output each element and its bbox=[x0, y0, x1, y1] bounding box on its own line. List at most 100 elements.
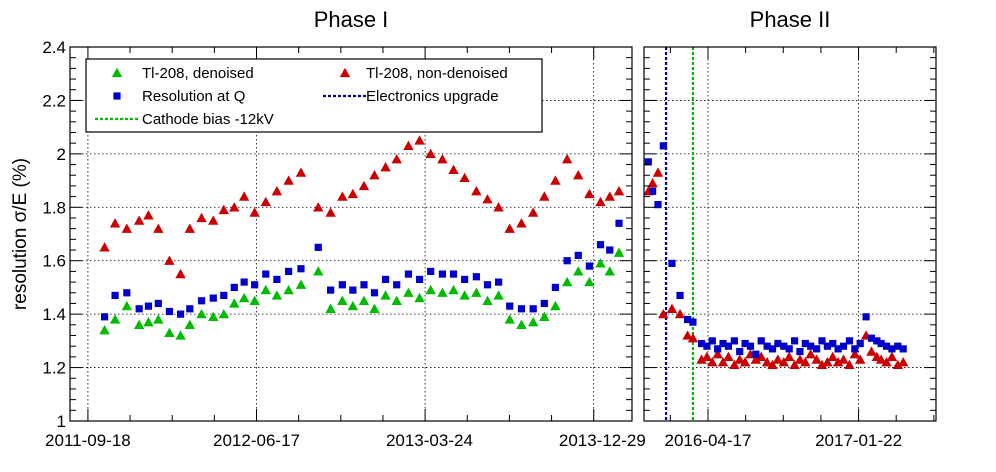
data-point bbox=[881, 357, 892, 367]
data-point bbox=[666, 303, 678, 313]
data-point bbox=[295, 279, 307, 289]
data-point bbox=[613, 186, 625, 196]
data-point bbox=[380, 290, 391, 300]
data-point bbox=[100, 313, 109, 321]
data-point bbox=[495, 278, 503, 286]
data-point bbox=[823, 342, 831, 350]
data-point bbox=[186, 305, 194, 313]
legend-marker bbox=[339, 67, 351, 78]
data-point bbox=[712, 349, 723, 359]
data-point bbox=[674, 308, 686, 319]
data-point bbox=[111, 291, 119, 300]
y-axis-label: resolution σ/E (%) bbox=[10, 158, 31, 310]
data-point bbox=[652, 167, 664, 177]
data-point bbox=[404, 270, 413, 278]
data-point bbox=[109, 218, 121, 228]
data-point bbox=[822, 357, 833, 367]
data-point bbox=[238, 191, 250, 201]
data-point bbox=[800, 357, 811, 367]
data-point bbox=[659, 142, 667, 150]
data-point bbox=[325, 207, 336, 217]
data-point bbox=[816, 359, 828, 370]
data-point bbox=[888, 345, 896, 353]
legend-box bbox=[85, 58, 543, 133]
data-point bbox=[730, 337, 738, 345]
mark-layer bbox=[99, 135, 909, 370]
data-point bbox=[856, 339, 864, 348]
y-tick-label: 1 bbox=[57, 412, 66, 431]
data-point bbox=[516, 218, 527, 228]
data-point bbox=[561, 154, 573, 164]
data-point bbox=[683, 315, 692, 324]
data-point bbox=[839, 342, 848, 350]
data-point bbox=[493, 202, 504, 212]
data-point bbox=[271, 290, 283, 300]
plot-frame bbox=[69, 46, 633, 422]
data-point bbox=[899, 345, 907, 353]
data-point bbox=[99, 242, 110, 252]
data-point bbox=[143, 316, 154, 327]
data-point bbox=[724, 342, 733, 350]
data-point bbox=[604, 191, 615, 201]
data-point bbox=[708, 337, 716, 345]
x-tick-label: 2016-04-17 bbox=[665, 431, 752, 450]
data-point bbox=[459, 290, 470, 300]
data-point bbox=[133, 215, 145, 225]
data-point bbox=[877, 339, 885, 348]
data-point bbox=[696, 354, 707, 364]
data-point bbox=[506, 302, 514, 310]
data-point bbox=[774, 339, 782, 348]
data-point bbox=[403, 140, 414, 151]
data-point bbox=[703, 342, 711, 350]
data-point bbox=[595, 196, 606, 207]
data-point bbox=[796, 347, 804, 356]
data-point bbox=[845, 337, 854, 345]
data-point bbox=[358, 295, 370, 305]
data-point bbox=[229, 202, 240, 212]
data-point bbox=[482, 194, 493, 204]
data-point bbox=[517, 305, 526, 313]
data-point bbox=[176, 310, 185, 318]
data-point bbox=[175, 330, 186, 340]
data-point bbox=[154, 299, 162, 308]
y-tick-label: 2.4 bbox=[42, 38, 66, 57]
data-point bbox=[739, 357, 751, 367]
legend: Tl-208, denoised Tl-208, non-denoised Reso… bbox=[85, 58, 543, 133]
legend-marker bbox=[113, 92, 121, 100]
data-point bbox=[584, 276, 595, 287]
data-point bbox=[472, 273, 480, 281]
data-point bbox=[516, 319, 527, 329]
x-tick-label: 2012-06-17 bbox=[213, 431, 300, 450]
data-point bbox=[892, 359, 904, 370]
data-point bbox=[838, 354, 849, 364]
data-point bbox=[807, 342, 815, 350]
data-point bbox=[427, 267, 435, 275]
data-point bbox=[780, 342, 788, 350]
data-point bbox=[714, 345, 722, 353]
data-point bbox=[184, 319, 196, 329]
data-point bbox=[414, 292, 425, 303]
legend-label: Resolution at Q bbox=[142, 88, 245, 105]
data-point bbox=[461, 275, 469, 284]
data-point bbox=[230, 283, 238, 292]
data-point bbox=[164, 255, 175, 265]
data-point bbox=[527, 316, 539, 327]
data-point bbox=[208, 215, 219, 225]
data-point bbox=[438, 270, 447, 278]
data-point bbox=[750, 354, 762, 364]
y-tick-label: 2.2 bbox=[42, 91, 66, 110]
data-point bbox=[561, 276, 573, 287]
data-point bbox=[197, 297, 206, 305]
data-point bbox=[596, 241, 605, 249]
data-point bbox=[574, 251, 582, 259]
data-point bbox=[734, 354, 745, 364]
data-point bbox=[752, 350, 760, 358]
data-point bbox=[262, 270, 270, 278]
data-point bbox=[425, 148, 436, 159]
data-point bbox=[391, 154, 402, 164]
data-point bbox=[358, 180, 370, 191]
data-point bbox=[844, 359, 855, 370]
data-point bbox=[135, 305, 143, 313]
data-point bbox=[196, 212, 207, 223]
